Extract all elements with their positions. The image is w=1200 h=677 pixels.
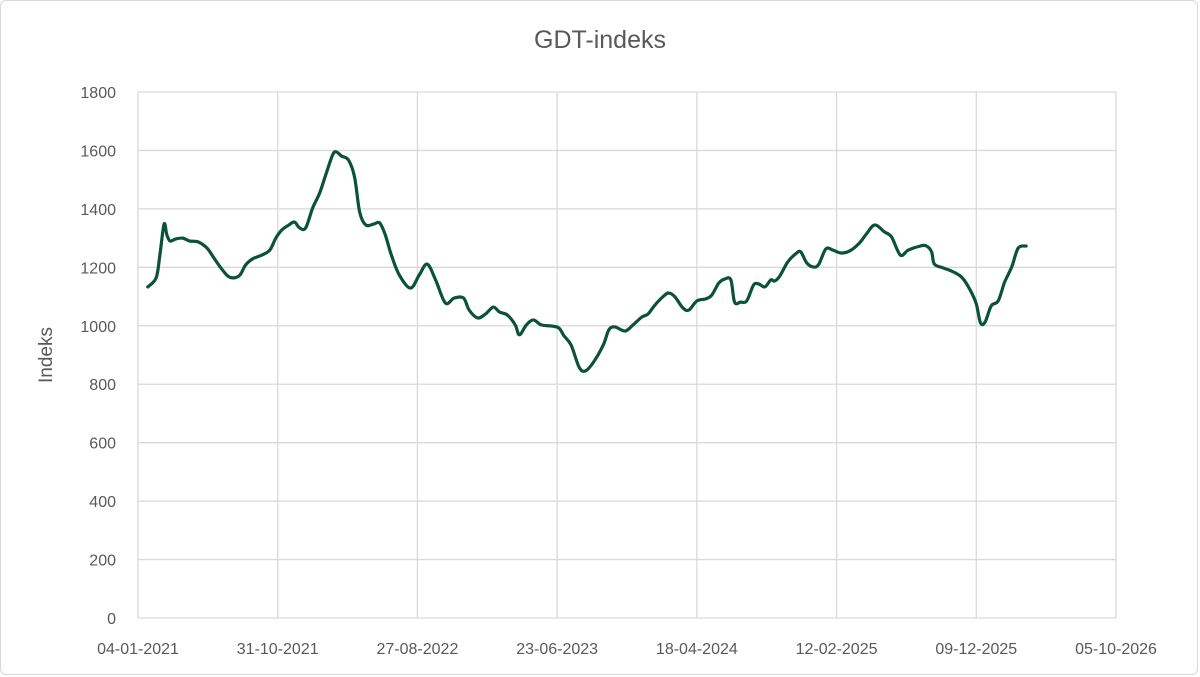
y-tick-label: 400	[89, 494, 116, 511]
x-tick-label: 09-12-2025	[935, 641, 1017, 658]
y-tick-label: 600	[89, 436, 116, 453]
y-tick-label: 1200	[80, 260, 116, 277]
x-tick-label: 12-02-2025	[796, 641, 878, 658]
series-line	[146, 150, 1028, 373]
x-tick-label: 04-01-2021	[97, 641, 179, 658]
y-tick-label: 1600	[80, 143, 116, 160]
gridlines	[137, 91, 1117, 619]
x-axis-ticks: 04-01-2021 31-10-2021 27-08-2022 23-06-2023…	[97, 641, 1157, 658]
x-tick-label: 31-10-2021	[237, 641, 319, 658]
y-axis-ticks: 0 200 400 600 800 1000 1200 1400 1600 1800	[80, 85, 116, 628]
chart-title: GDT-indeks	[534, 26, 666, 54]
x-tick-label: 23-06-2023	[516, 641, 598, 658]
x-tick-label: 27-08-2022	[377, 641, 459, 658]
y-tick-label: 200	[89, 553, 116, 570]
x-tick-label: 05-10-2026	[1075, 641, 1157, 658]
y-tick-label: 0	[107, 611, 116, 628]
y-tick-label: 800	[89, 377, 116, 394]
y-tick-label: 1400	[80, 202, 116, 219]
x-tick-label: 18-04-2024	[656, 641, 738, 658]
y-tick-label: 1000	[80, 319, 116, 336]
y-tick-label: 1800	[80, 85, 116, 102]
